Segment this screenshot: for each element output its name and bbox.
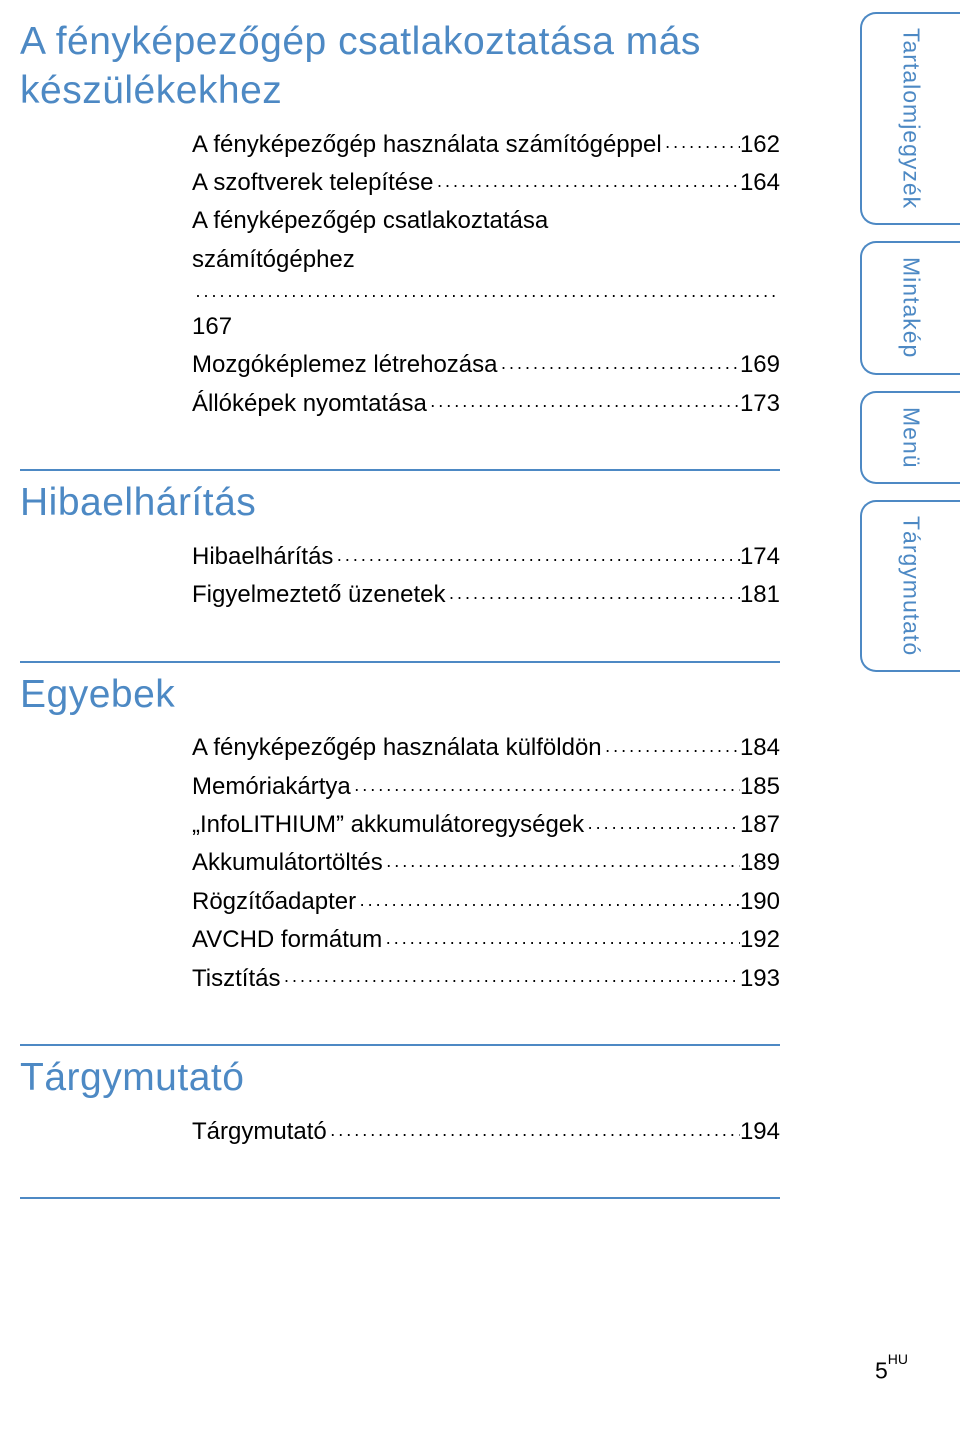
leader-dots: ········································… (351, 775, 740, 804)
toc-label: Memóriakártya (192, 768, 351, 806)
section-heading: Hibaelhárítás (20, 469, 780, 534)
toc-label: A fényképezőgép használata külföldön (192, 729, 602, 767)
leader-dots: ········································… (333, 545, 740, 574)
side-tab-label: Tárgymutató (898, 516, 925, 656)
leader-dots: ········································… (327, 1120, 740, 1149)
toc-line[interactable]: Hibaelhárítás ··························… (192, 538, 780, 576)
toc-label: A fényképezőgép használata számítógéppel (192, 126, 662, 164)
toc-line[interactable]: Rögzítőadapter ·························… (192, 883, 780, 921)
toc-label: AVCHD formátum (192, 921, 382, 959)
page: A fényképezőgép csatlakoztatása más kész… (0, 0, 960, 1429)
leader-dots: ········································… (427, 391, 740, 420)
side-tab-label: Tartalomjegyzék (898, 28, 925, 209)
leader-dots: ········································… (433, 171, 739, 200)
leader-dots: ········································… (445, 583, 739, 612)
toc-label: A fényképezőgép csatlakoztatása (192, 202, 780, 240)
toc-label: A szoftverek telepítése (192, 164, 433, 202)
closing-rule (20, 1197, 780, 1199)
side-tabs: Tartalomjegyzék Mintakép Menü Tárgymutat… (860, 12, 960, 672)
toc-line[interactable]: Akkumulátortöltés ······················… (192, 844, 780, 882)
toc-page: 181 (740, 576, 780, 614)
toc-page: 174 (740, 538, 780, 576)
toc-page: 187 (740, 806, 780, 844)
toc-block: Hibaelhárítás ··························… (20, 534, 780, 615)
toc-block: A fényképezőgép használata számítógéppel… (20, 122, 780, 424)
toc-line[interactable]: Állóképek nyomtatása ···················… (192, 385, 780, 423)
side-tab-label: Mintakép (898, 257, 925, 358)
toc-page: 194 (740, 1113, 780, 1151)
section-index: Tárgymutató Tárgymutató ················… (20, 1044, 780, 1151)
leader-dots: ········································… (382, 928, 740, 957)
toc-label: Mozgóképlemez létrehozása (192, 346, 498, 384)
section-connect-devices: A fényképezőgép csatlakoztatása más kész… (20, 12, 780, 423)
section-heading: Tárgymutató (20, 1044, 780, 1109)
toc-line[interactable]: A szoftverek telepítése ················… (192, 164, 780, 202)
toc-line[interactable]: A fényképezőgép használata külföldön ···… (192, 729, 780, 767)
toc-line[interactable]: Figyelmeztető üzenetek ·················… (192, 576, 780, 614)
toc-page: 190 (740, 883, 780, 921)
toc-label: Akkumulátortöltés (192, 844, 383, 882)
toc-line[interactable]: Memóriakártya ··························… (192, 768, 780, 806)
side-tab-mintakep[interactable]: Mintakép (860, 241, 960, 374)
toc-block: Tárgymutató ····························… (20, 1109, 780, 1151)
toc-label: Rögzítőadapter (192, 883, 356, 921)
leader-dots: ········································… (192, 281, 780, 310)
footer-page-number: 5HU (875, 1357, 908, 1385)
toc-page: 189 (740, 844, 780, 882)
leader-dots: ········································… (356, 890, 740, 919)
leader-dots: ········································… (498, 353, 740, 382)
toc-page: 162 (740, 126, 780, 164)
section-troubleshooting: Hibaelhárítás Hibaelhárítás ············… (20, 469, 780, 615)
toc-line[interactable]: AVCHD formátum ·························… (192, 921, 780, 959)
leader-dots: ········································… (584, 813, 740, 842)
leader-dots: ········································… (602, 736, 740, 765)
toc-line[interactable]: Tisztítás ······························… (192, 960, 780, 998)
toc-line[interactable]: A fényképezőgép használata számítógéppel… (192, 126, 780, 164)
side-tab-tartalomjegyzek[interactable]: Tartalomjegyzék (860, 12, 960, 225)
toc-page: 192 (740, 921, 780, 959)
leader-dots: ········································… (662, 132, 740, 161)
toc-label: Figyelmeztető üzenetek (192, 576, 445, 614)
toc-page: 169 (740, 346, 780, 384)
toc-page: 173 (740, 385, 780, 423)
section-heading: Egyebek (20, 661, 780, 726)
toc-page: 167 (192, 308, 232, 346)
toc-line[interactable]: „InfoLITHIUM” akkumulátoregységek ······… (192, 806, 780, 844)
leader-dots: ········································… (383, 851, 740, 880)
toc-page: 184 (740, 729, 780, 767)
toc-label: Hibaelhárítás (192, 538, 333, 576)
toc-block: A fényképezőgép használata külföldön ···… (20, 725, 780, 998)
content-area: A fényképezőgép csatlakoztatása más kész… (20, 12, 780, 1199)
side-tab-label: Menü (898, 407, 925, 469)
side-tab-targymutato[interactable]: Tárgymutató (860, 500, 960, 672)
toc-line[interactable]: Mozgóképlemez létrehozása ··············… (192, 346, 780, 384)
toc-line[interactable]: A fényképezőgép csatlakoztatása számítóg… (192, 202, 780, 346)
section-other: Egyebek A fényképezőgép használata külfö… (20, 661, 780, 998)
toc-page: 193 (740, 960, 780, 998)
toc-label: „InfoLITHIUM” akkumulátoregységek (192, 806, 584, 844)
page-number: 5 (875, 1358, 888, 1384)
toc-page: 164 (740, 164, 780, 202)
toc-label: Tisztítás (192, 960, 280, 998)
toc-label: Állóképek nyomtatása (192, 385, 427, 423)
leader-dots: ········································… (280, 966, 740, 995)
section-heading: A fényképezőgép csatlakoztatása más kész… (20, 12, 780, 122)
toc-line[interactable]: Tárgymutató ····························… (192, 1113, 780, 1151)
side-tab-menu[interactable]: Menü (860, 391, 960, 485)
toc-page: 185 (740, 768, 780, 806)
toc-label: Tárgymutató (192, 1113, 327, 1151)
toc-label-cont: számítógéphez (192, 241, 355, 279)
page-lang-code: HU (888, 1351, 908, 1367)
